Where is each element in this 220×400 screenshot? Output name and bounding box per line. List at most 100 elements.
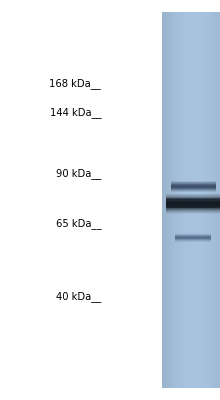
Bar bbox=[166, 196, 220, 197]
Bar bbox=[170, 191, 216, 192]
Bar bbox=[175, 236, 211, 237]
Bar bbox=[166, 212, 220, 213]
Bar bbox=[166, 199, 220, 200]
Bar bbox=[166, 201, 220, 202]
Bar bbox=[170, 190, 216, 191]
Bar bbox=[175, 240, 211, 241]
Bar bbox=[166, 206, 220, 207]
Bar bbox=[170, 191, 216, 192]
Bar bbox=[166, 210, 220, 211]
Bar bbox=[175, 240, 211, 241]
Text: 168 kDa__: 168 kDa__ bbox=[50, 78, 101, 90]
Bar bbox=[170, 186, 216, 187]
Bar bbox=[166, 194, 220, 195]
Bar bbox=[175, 237, 211, 238]
Bar bbox=[166, 211, 220, 212]
Bar bbox=[170, 182, 216, 183]
Bar bbox=[170, 187, 216, 188]
Bar bbox=[170, 185, 216, 186]
Bar bbox=[166, 208, 220, 209]
Bar bbox=[170, 185, 216, 186]
Bar bbox=[175, 238, 211, 239]
Bar bbox=[166, 196, 220, 197]
Bar bbox=[166, 212, 220, 213]
Bar bbox=[175, 235, 211, 236]
Text: 65 kDa__: 65 kDa__ bbox=[56, 218, 101, 229]
Bar bbox=[175, 240, 211, 241]
Bar bbox=[166, 205, 220, 206]
Text: 40 kDa__: 40 kDa__ bbox=[56, 291, 101, 302]
Bar bbox=[166, 201, 220, 202]
Bar bbox=[170, 184, 216, 185]
Bar bbox=[170, 188, 216, 189]
Bar bbox=[166, 197, 220, 198]
Bar bbox=[166, 200, 220, 201]
Bar bbox=[170, 190, 216, 191]
Bar bbox=[175, 240, 211, 241]
Bar bbox=[166, 205, 220, 206]
Bar bbox=[166, 213, 220, 214]
Bar bbox=[175, 235, 211, 236]
Bar bbox=[175, 237, 211, 238]
Bar bbox=[175, 236, 211, 237]
Bar bbox=[175, 234, 211, 235]
Bar bbox=[166, 204, 220, 205]
Bar bbox=[166, 209, 220, 210]
Bar bbox=[170, 186, 216, 187]
Bar bbox=[175, 236, 211, 237]
Bar bbox=[170, 183, 216, 184]
Bar bbox=[166, 200, 220, 201]
Bar bbox=[175, 239, 211, 240]
Bar bbox=[170, 187, 216, 188]
Bar bbox=[166, 209, 220, 210]
Bar bbox=[175, 241, 211, 242]
Bar bbox=[170, 188, 216, 189]
Bar bbox=[166, 203, 220, 204]
Bar bbox=[170, 183, 216, 184]
Bar bbox=[175, 237, 211, 238]
Bar bbox=[170, 181, 216, 182]
Bar bbox=[166, 202, 220, 203]
Bar bbox=[170, 185, 216, 186]
Bar bbox=[175, 239, 211, 240]
Bar bbox=[175, 241, 211, 242]
Bar bbox=[170, 191, 216, 192]
Bar bbox=[170, 184, 216, 185]
Bar bbox=[170, 189, 216, 190]
Bar bbox=[166, 195, 220, 196]
Bar bbox=[166, 204, 220, 205]
Bar bbox=[166, 203, 220, 204]
Bar bbox=[166, 210, 220, 211]
Bar bbox=[175, 238, 211, 239]
Bar bbox=[175, 234, 211, 235]
Bar bbox=[175, 233, 211, 234]
Bar bbox=[175, 235, 211, 236]
Bar bbox=[175, 237, 211, 238]
Bar bbox=[175, 239, 211, 240]
Bar bbox=[166, 202, 220, 203]
Bar bbox=[170, 186, 216, 187]
Bar bbox=[175, 234, 211, 235]
Bar bbox=[170, 186, 216, 187]
Bar bbox=[175, 235, 211, 236]
Bar bbox=[166, 208, 220, 209]
Bar bbox=[170, 184, 216, 185]
Bar bbox=[166, 207, 220, 208]
Bar bbox=[175, 233, 211, 234]
Bar bbox=[175, 236, 211, 237]
Bar bbox=[170, 189, 216, 190]
Bar bbox=[166, 204, 220, 205]
Bar bbox=[166, 206, 220, 207]
Bar bbox=[170, 183, 216, 184]
Bar bbox=[166, 201, 220, 202]
Bar bbox=[170, 182, 216, 183]
Bar bbox=[175, 238, 211, 239]
Bar bbox=[166, 209, 220, 210]
Bar bbox=[170, 189, 216, 190]
Text: 144 kDa__: 144 kDa__ bbox=[50, 107, 101, 118]
Bar bbox=[175, 241, 211, 242]
Bar bbox=[170, 190, 216, 191]
Bar bbox=[170, 189, 216, 190]
Bar bbox=[166, 198, 220, 199]
Bar bbox=[175, 239, 211, 240]
